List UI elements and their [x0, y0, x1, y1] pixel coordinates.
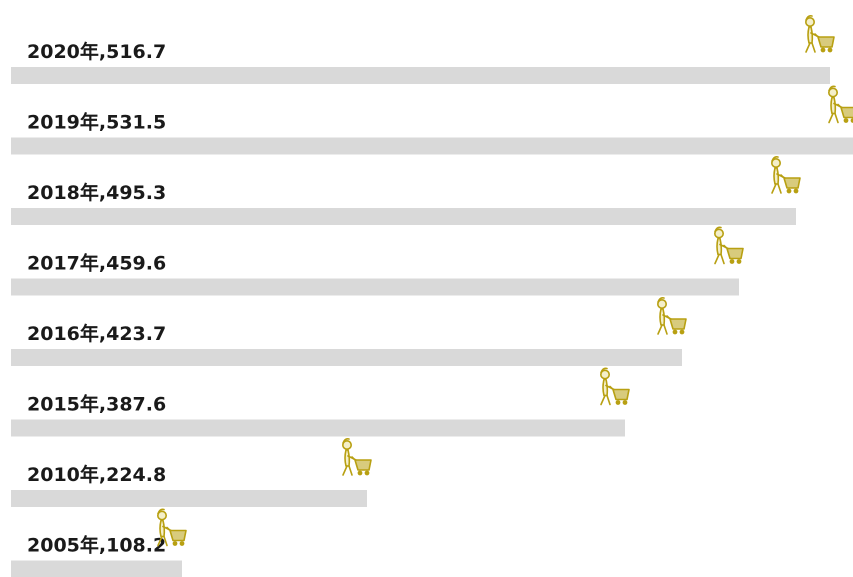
bar-data-label: 2018年,495.3: [27, 181, 166, 204]
bar: [11, 67, 830, 84]
shopper-with-cart-icon: [713, 226, 744, 265]
bars-layer: [11, 67, 853, 577]
bar: [11, 208, 796, 225]
labels-layer: 2020年,516.7 2019年,531.5 2018年,495.3 2017年,4…: [27, 40, 166, 557]
bar: [11, 137, 853, 155]
shopper-with-cart-icon: [156, 508, 187, 547]
shopper-with-cart-icon: [827, 85, 853, 124]
bar-data-label: 2017年,459.6: [27, 252, 166, 275]
shopper-with-cart-icon: [656, 297, 687, 335]
shopper-with-cart-icon: [599, 367, 630, 406]
bar: [11, 490, 367, 507]
bar: [11, 278, 739, 296]
shopper-with-cart-icon: [804, 15, 835, 53]
bar-data-label: 2020年,516.7: [27, 40, 166, 63]
bar-data-label: 2019年,531.5: [27, 111, 166, 134]
bar: [11, 560, 182, 577]
bar-data-label: 2005年,108.2: [27, 534, 166, 557]
shopper-with-cart-icon: [341, 438, 372, 476]
shopper-with-cart-icon: [770, 156, 801, 194]
bar-data-label: 2015年,387.6: [27, 393, 166, 416]
bar-data-label: 2016年,423.7: [27, 322, 166, 345]
bar-data-label: 2010年,224.8: [27, 463, 166, 486]
bar: [11, 349, 682, 366]
icons-layer: [156, 15, 853, 547]
bar: [11, 419, 625, 437]
